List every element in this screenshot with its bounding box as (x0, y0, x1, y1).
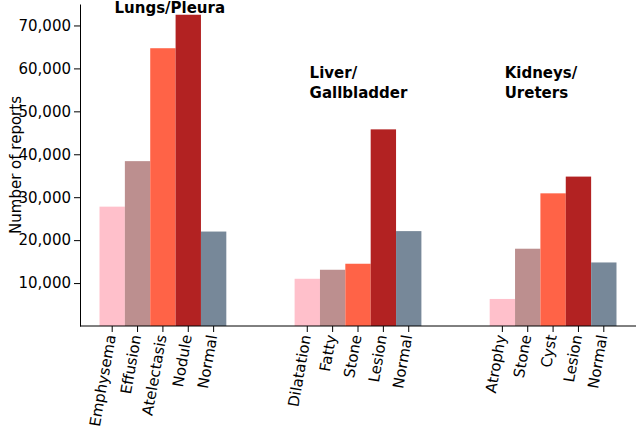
y-tick: 50,000 (19, 103, 81, 121)
x-tick: Fatty (316, 326, 340, 373)
x-tick: Normal (584, 326, 611, 390)
bar (100, 207, 125, 326)
y-tick: 30,000 (19, 189, 81, 207)
x-tick: Normal (194, 326, 221, 390)
bar (201, 232, 226, 326)
y-tick: 20,000 (19, 231, 81, 249)
bar (150, 48, 175, 326)
x-tick-mark (332, 326, 333, 332)
x-tick: Stone (510, 326, 535, 379)
x-tick: Emphysema (86, 326, 120, 428)
x-tick-label: Cyst (537, 333, 560, 369)
x-tick-mark (603, 326, 604, 332)
group-title: Liver/Gallbladder (310, 64, 408, 102)
x-tick: Cyst (537, 326, 560, 369)
bar (515, 249, 540, 326)
x-tick: Lesion (365, 326, 391, 384)
x-tick-label: Emphysema (86, 333, 120, 428)
x-tick-mark (408, 326, 409, 332)
plot: EmphysemaEffusionAtelectasisNoduleNormal… (19, 0, 637, 428)
y-tick: 60,000 (19, 60, 81, 78)
x-tick-label: Normal (389, 333, 416, 390)
bar (345, 264, 370, 326)
y-tick-mark (74, 111, 80, 112)
bar (295, 279, 320, 326)
x-tick-label: Lesion (560, 333, 586, 383)
x-tick-mark (578, 326, 579, 332)
x-tick-mark (213, 326, 214, 332)
x-tick-label: Nodule (169, 333, 196, 388)
y-tick-mark (74, 283, 80, 284)
y-tick: 70,000 (19, 17, 81, 35)
bar (591, 262, 616, 326)
bars (100, 15, 617, 326)
bar (125, 161, 150, 326)
y-axis: 10,000 20,000 30,000 40,000 50,000 60,000 70,0… (19, 5, 81, 327)
x-tick: Normal (389, 326, 416, 390)
x-tick-mark (112, 326, 113, 332)
y-tick-label: 70,000 (19, 17, 72, 35)
x-tick-label: Atrophy (482, 333, 510, 394)
x-tick-label: Stone (340, 333, 365, 379)
group-title: Kidneys/Ureters (505, 64, 578, 102)
y-tick-label: 30,000 (19, 189, 72, 207)
x-tick: Nodule (169, 326, 196, 388)
x-tick-mark (137, 326, 138, 332)
x-tick-mark (502, 326, 503, 332)
x-tick-mark (307, 326, 308, 332)
bar (176, 15, 201, 326)
x-tick-mark (162, 326, 163, 332)
x-tick-mark (527, 326, 528, 332)
x-axis-group: DilatationFattyStoneLesionNormal (284, 326, 416, 408)
x-axis-line (80, 326, 636, 327)
x-tick-mark (383, 326, 384, 332)
bar (540, 193, 565, 326)
x-tick: Lesion (560, 326, 586, 384)
x-tick-mark (358, 326, 359, 332)
x-tick-label: Normal (584, 333, 611, 390)
x-tick: Dilatation (284, 326, 314, 408)
x-tick-label: Lesion (365, 333, 391, 383)
x-tick: Effusion (117, 326, 145, 396)
x-tick-label: Stone (510, 333, 535, 379)
y-tick-label: 20,000 (19, 231, 72, 249)
y-tick-label: 40,000 (19, 146, 72, 164)
x-tick-mark (553, 326, 554, 332)
x-tick: Atrophy (482, 326, 510, 394)
x-tick-mark (188, 326, 189, 332)
x-tick-label: Dilatation (284, 333, 314, 408)
bar (566, 177, 591, 326)
x-tick: Atelectasis (139, 326, 171, 417)
x-axis-group: EmphysemaEffusionAtelectasisNoduleNormal (86, 326, 221, 428)
group-title: Lungs/Pleura (115, 0, 226, 17)
y-tick-label: 50,000 (19, 103, 72, 121)
bar (320, 270, 345, 326)
y-tick-mark (74, 25, 80, 26)
y-tick-mark (74, 154, 80, 155)
bar (371, 129, 396, 326)
x-axis-group: AtrophyStoneCystLesionNormal (482, 326, 611, 394)
x-tick-label: Fatty (316, 333, 340, 373)
y-axis-title: Number of reports (7, 96, 25, 234)
y-tick: 40,000 (19, 146, 81, 164)
y-tick: 10,000 (19, 274, 81, 292)
chart: EmphysemaEffusionAtelectasisNoduleNormal… (0, 0, 640, 432)
y-tick-mark (74, 68, 80, 69)
y-tick-mark (74, 197, 80, 198)
x-tick-label: Normal (194, 333, 221, 390)
y-tick-label: 60,000 (19, 60, 72, 78)
x-tick-label: Atelectasis (139, 333, 171, 417)
y-axis-line (80, 5, 81, 327)
y-tick-label: 10,000 (19, 274, 72, 292)
x-tick-label: Effusion (117, 333, 145, 395)
bar (396, 231, 421, 326)
bar (490, 299, 515, 326)
x-tick: Stone (340, 326, 365, 379)
y-tick-mark (74, 240, 80, 241)
